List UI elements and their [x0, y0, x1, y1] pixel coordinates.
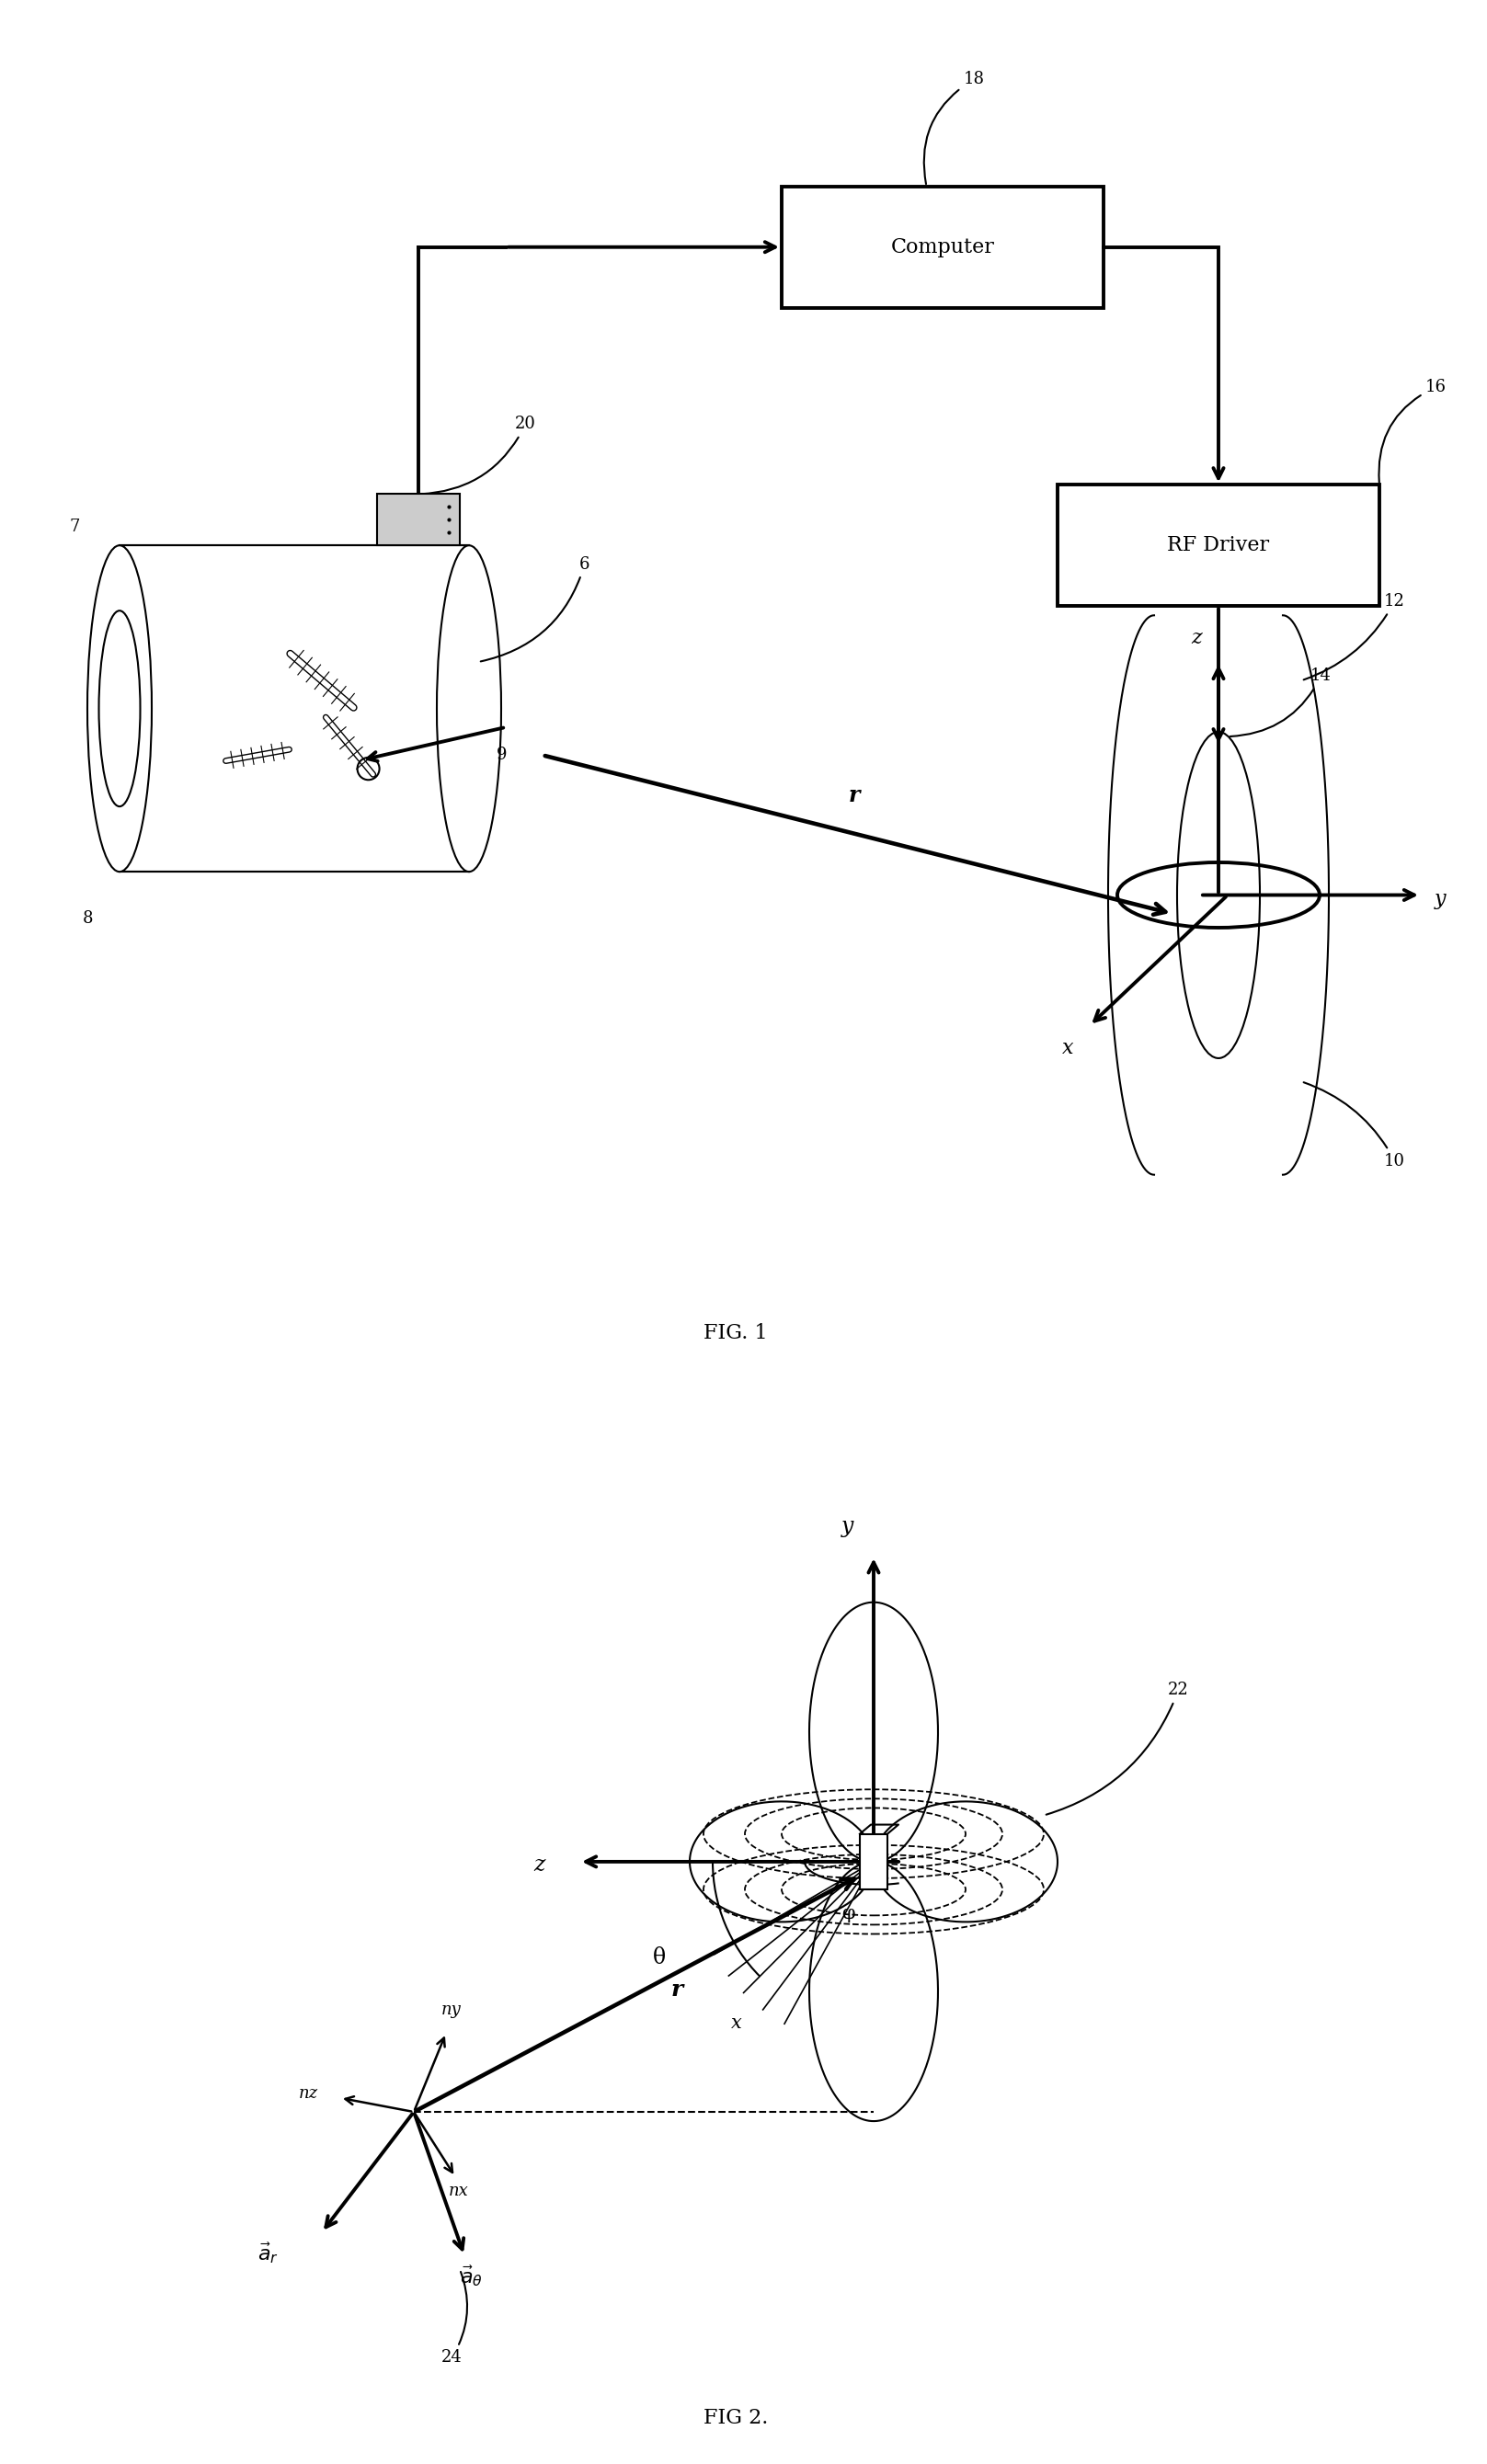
Text: 22: 22	[1047, 1683, 1188, 1814]
Text: 6: 6	[480, 557, 590, 660]
Text: 24: 24	[442, 2272, 467, 2365]
Text: RF Driver: RF Driver	[1167, 535, 1270, 554]
Ellipse shape	[88, 545, 152, 872]
Text: ny: ny	[442, 2001, 461, 2018]
Bar	[859, 1833, 888, 1890]
Text: FIG 2.: FIG 2.	[703, 2407, 769, 2427]
Text: nz: nz	[299, 2085, 318, 2102]
Text: 10: 10	[1304, 1082, 1405, 1168]
Text: 9: 9	[497, 747, 507, 764]
Text: r: r	[849, 784, 859, 806]
Ellipse shape	[98, 611, 140, 806]
Text: 18: 18	[923, 71, 984, 185]
Text: y: y	[1435, 890, 1447, 909]
Text: FIG. 1: FIG. 1	[703, 1323, 767, 1343]
Text: 14: 14	[1230, 668, 1331, 737]
Text: 12: 12	[1304, 594, 1405, 680]
Text: r: r	[671, 1979, 684, 2001]
Text: y: y	[842, 1515, 854, 1538]
Text: $\vec{a}_r$: $\vec{a}_r$	[257, 2240, 278, 2264]
Bar	[782, 187, 1103, 308]
Bar	[1057, 485, 1380, 606]
Text: z: z	[534, 1855, 544, 1875]
Text: φ: φ	[842, 1905, 855, 1922]
Text: θ: θ	[653, 1947, 666, 1969]
Text: 8: 8	[83, 909, 94, 926]
Text: x: x	[732, 2016, 742, 2033]
Text: 16: 16	[1378, 379, 1447, 483]
Text: nx: nx	[449, 2183, 468, 2198]
Text: x: x	[1062, 1037, 1074, 1057]
Bar	[378, 495, 459, 545]
Text: z: z	[1191, 628, 1201, 648]
Text: Computer: Computer	[891, 237, 995, 256]
Text: 7: 7	[68, 517, 79, 535]
Ellipse shape	[437, 545, 501, 872]
Bar	[119, 545, 468, 872]
Text: $\vec{a}_\theta$: $\vec{a}_\theta$	[459, 2264, 483, 2289]
Text: 20: 20	[421, 416, 535, 493]
